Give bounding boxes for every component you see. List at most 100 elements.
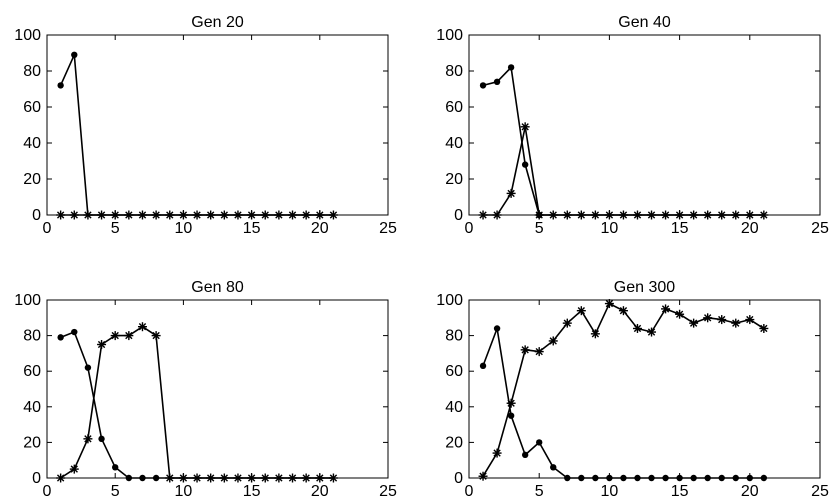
data-point-star xyxy=(604,299,614,309)
data-point-star xyxy=(124,210,134,220)
data-point-star xyxy=(274,210,284,220)
x-tick-label: 20 xyxy=(311,220,329,237)
subplot-gen-40: Gen 40 0 5 10 15 20 25 0 20 40 60 80 100 xyxy=(436,14,829,237)
data-point-star xyxy=(137,322,147,332)
data-point-star xyxy=(233,210,243,220)
data-point-star xyxy=(288,210,298,220)
x-tick-label: 20 xyxy=(311,483,329,500)
data-point-star xyxy=(506,188,516,198)
data-point-dot xyxy=(564,474,571,482)
data-point-star xyxy=(478,471,488,481)
data-point-dot xyxy=(662,474,669,482)
x-tick-label: 0 xyxy=(43,220,52,237)
x-tick-label: 0 xyxy=(465,220,474,237)
data-point-star xyxy=(97,210,107,220)
data-point-star xyxy=(534,347,544,357)
chart-title: Gen 40 xyxy=(618,14,671,31)
data-point-star xyxy=(178,473,188,483)
x-tick-label: 25 xyxy=(379,220,397,237)
y-tick-label: 100 xyxy=(14,292,41,309)
data-point-star xyxy=(689,318,699,328)
data-point-star xyxy=(534,210,544,220)
data-point-dot xyxy=(760,474,768,482)
y-tick-label: 100 xyxy=(14,27,41,44)
data-point-star xyxy=(69,464,79,474)
data-point-star xyxy=(274,473,284,483)
data-point-star xyxy=(520,345,530,355)
data-point-star xyxy=(745,315,755,325)
y-tick-label: 80 xyxy=(445,328,463,345)
data-point-star xyxy=(288,473,298,483)
x-tick-label: 15 xyxy=(671,220,689,237)
data-point-dot xyxy=(746,474,753,482)
data-point-star xyxy=(703,313,713,323)
data-point-dot xyxy=(493,325,501,332)
subplot-gen-300: Gen 300 0 5 10 15 20 25 0 20 40 60 80 100 xyxy=(436,279,829,500)
data-point-star xyxy=(492,448,502,458)
data-point-dot xyxy=(84,364,92,371)
data-point-star xyxy=(328,473,338,483)
series-line-star xyxy=(60,325,334,479)
data-point-dot xyxy=(71,328,78,336)
x-tick-label: 10 xyxy=(601,483,619,500)
data-point-dot xyxy=(690,474,697,482)
data-point-star xyxy=(233,473,243,483)
subplot-gen-20: Gen 20 0 5 10 15 20 25 0 20 40 60 80 100 xyxy=(14,14,397,237)
data-point-dot xyxy=(704,474,711,482)
y-tick-label: 40 xyxy=(445,135,463,152)
data-point-star xyxy=(661,210,671,220)
x-tick-label: 25 xyxy=(811,483,829,500)
chart-title: Gen 300 xyxy=(614,279,675,296)
data-point-star xyxy=(632,323,642,333)
x-tick-label: 5 xyxy=(535,483,544,500)
axes-frame xyxy=(46,34,389,216)
y-tick-label: 0 xyxy=(32,470,41,487)
axes-frame xyxy=(468,299,821,479)
data-point-star xyxy=(604,210,614,220)
y-tick-label: 20 xyxy=(23,171,41,188)
x-tick-label: 10 xyxy=(175,483,193,500)
data-point-star xyxy=(590,210,600,220)
x-tick-label: 5 xyxy=(535,220,544,237)
data-point-dot xyxy=(521,161,529,168)
data-point-star xyxy=(590,329,600,339)
x-tick-label: 15 xyxy=(243,483,261,500)
data-point-star xyxy=(97,340,107,349)
data-point-dot xyxy=(507,64,515,71)
data-point-star xyxy=(56,473,66,483)
y-tick-label: 20 xyxy=(23,434,41,451)
y-tick-label: 80 xyxy=(445,63,463,80)
data-point-star xyxy=(562,318,572,328)
data-point-star xyxy=(260,473,270,483)
x-tick-label: 0 xyxy=(43,483,52,500)
data-point-star xyxy=(731,210,741,220)
y-tick-label: 80 xyxy=(23,63,41,80)
data-point-dot xyxy=(648,474,655,482)
data-point-star xyxy=(647,327,657,337)
x-tick-label: 5 xyxy=(111,220,120,237)
data-point-dot xyxy=(536,439,543,446)
y-tick-label: 100 xyxy=(436,27,463,44)
data-point-star xyxy=(745,210,755,220)
y-tick-label: 40 xyxy=(23,135,41,152)
data-point-dot xyxy=(732,474,739,482)
data-point-star xyxy=(260,210,270,220)
data-point-dot xyxy=(98,435,105,443)
data-point-star xyxy=(110,210,120,220)
data-point-star xyxy=(548,336,558,346)
data-point-star xyxy=(219,473,229,483)
data-point-star xyxy=(192,210,202,220)
data-point-star xyxy=(661,304,671,314)
data-point-star xyxy=(618,306,628,316)
data-point-dot xyxy=(592,474,599,482)
data-point-star xyxy=(675,210,685,220)
data-point-star xyxy=(151,331,161,341)
y-tick-label: 20 xyxy=(445,434,463,451)
data-point-star xyxy=(675,309,685,319)
data-point-star xyxy=(328,210,338,220)
data-point-star xyxy=(520,122,530,132)
data-point-star xyxy=(717,210,727,220)
data-point-star xyxy=(151,210,161,220)
data-point-dot xyxy=(676,474,683,482)
data-point-star xyxy=(83,210,93,220)
